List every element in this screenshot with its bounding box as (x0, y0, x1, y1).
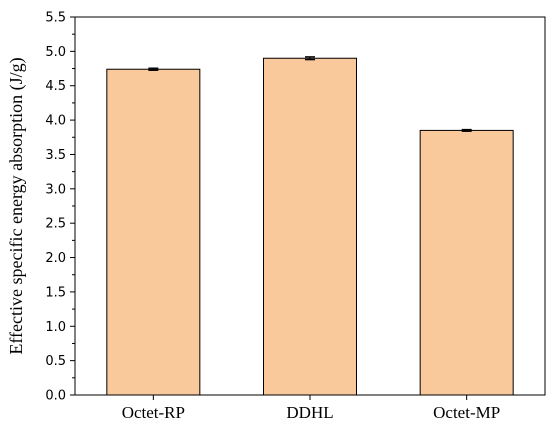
bar-octet-mp (419, 129, 514, 396)
y-tick-label: 4.0 (45, 114, 66, 129)
error-bar-ddhl (305, 56, 315, 61)
bars-layer (106, 57, 514, 396)
error-bars-layer (148, 56, 472, 132)
error-bar-octet-rp (148, 67, 159, 71)
y-tick-label: 2.5 (45, 217, 66, 232)
x-tick-label-ddhl: DDHL (286, 403, 333, 422)
x-tick-label-octet-mp: Octet-MP (433, 403, 500, 422)
y-tick-label: 1.0 (45, 320, 66, 335)
y-tick-label: 0.5 (45, 354, 66, 369)
bar-octet-rp (106, 68, 201, 396)
y-tick-label: 3.5 (45, 148, 66, 163)
y-tick-label: 5.0 (45, 45, 66, 60)
y-tick-label: 0.0 (45, 389, 66, 404)
error-bar-octet-mp (461, 128, 472, 132)
y-tick-label: 5.5 (45, 11, 66, 26)
ticks-layer: Octet-RP DDHL Octet-MP 0.0 0.5 1.0 1.5 2.0 2.5 3.… (45, 11, 500, 423)
y-tick-label: 2.0 (45, 251, 66, 266)
x-tick-label-octet-rp: Octet-RP (122, 403, 185, 422)
y-tick-label: 3.0 (45, 182, 66, 197)
y-tick-label: 1.5 (45, 285, 66, 300)
y-tick-label: 4.5 (45, 79, 66, 94)
y-axis-title: Effective specific energy absorption (J/… (6, 57, 27, 354)
bar-ddhl (263, 57, 357, 396)
